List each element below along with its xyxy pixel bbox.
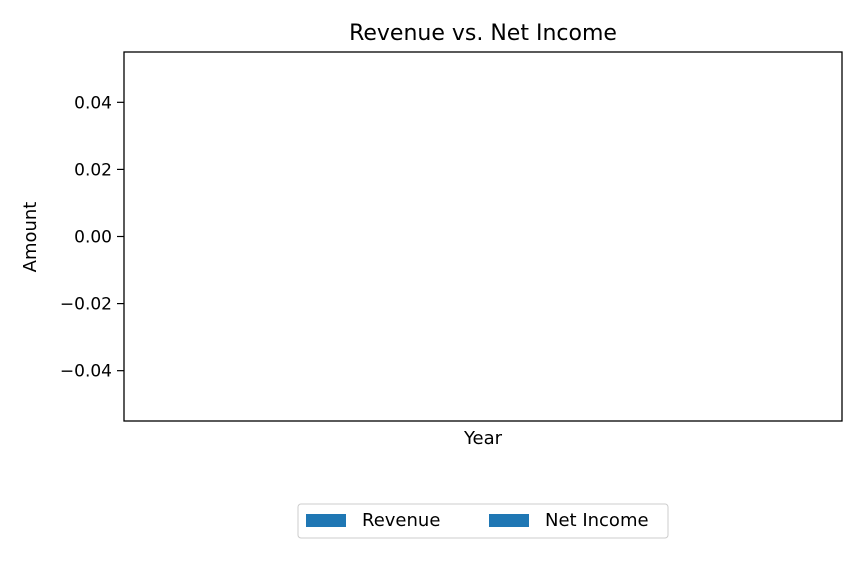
legend: Revenue Net Income	[297, 503, 669, 539]
legend-label-revenue: Revenue	[362, 510, 440, 531]
chart-title: Revenue vs. Net Income	[349, 21, 617, 46]
plot-area	[123, 51, 843, 422]
y-tick-label: −0.02	[60, 295, 112, 315]
legend-swatch-revenue	[306, 514, 346, 527]
legend-frame	[297, 503, 669, 539]
y-tick-label: 0.04	[74, 93, 112, 113]
y-tick-label: 0.00	[74, 228, 112, 248]
y-tick-label: 0.02	[74, 160, 112, 180]
y-tick-label: −0.04	[60, 362, 112, 382]
y-axis-label: Amount	[20, 202, 41, 273]
legend-label-net-income: Net Income	[545, 510, 649, 531]
legend-swatch-net-income	[489, 514, 529, 527]
legend-item-net-income: Net Income	[489, 510, 649, 531]
x-axis-label: Year	[463, 428, 503, 449]
legend-item-revenue: Revenue	[306, 510, 440, 531]
y-axis: 0.04 0.02 0.00 −0.02 −0.04	[60, 93, 124, 382]
